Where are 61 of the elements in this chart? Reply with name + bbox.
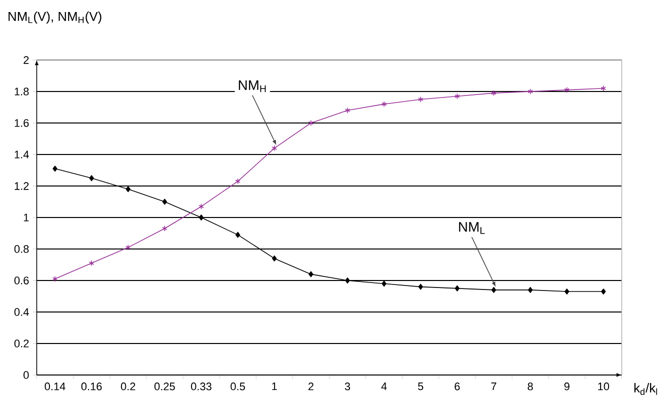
- y-tick-label: 2: [24, 56, 29, 64]
- x-tick-label: 10: [598, 382, 610, 390]
- y-tick-label: 1.6: [14, 119, 29, 127]
- point: [454, 285, 460, 292]
- point: [528, 286, 533, 293]
- point: [198, 203, 204, 210]
- point: [52, 166, 58, 172]
- x-tick-label: 3: [344, 382, 350, 390]
- y-tick-label: 1.8: [14, 88, 29, 96]
- x-tick-label: 8: [528, 382, 533, 390]
- point: [345, 278, 350, 284]
- point: [308, 120, 314, 126]
- x-tick-label: 0.2: [120, 382, 136, 390]
- point: [418, 96, 424, 102]
- annotation: NM$_{L}$: [459, 222, 485, 234]
- point: [418, 284, 423, 290]
- y-tick-label: 0: [24, 371, 29, 379]
- point: [454, 93, 460, 100]
- x-tick-label: 0.33: [191, 382, 212, 390]
- point: [528, 88, 533, 94]
- point: [89, 175, 94, 182]
- x-tick-label: 6: [454, 382, 460, 390]
- point: [308, 271, 314, 278]
- y-tick-label: 0.2: [14, 340, 29, 348]
- x-axis-title: k$_{d}$/k$_{l}$: [634, 383, 658, 395]
- point: [235, 232, 240, 238]
- x-tick-label: 0.16: [81, 382, 102, 390]
- point: [381, 101, 387, 108]
- point: [88, 260, 94, 266]
- point: [272, 145, 278, 152]
- y-tick-label: 0.8: [14, 245, 29, 253]
- y-axis-title: NM$_{L}$(V), NM$_{H}$(V): [8, 12, 102, 24]
- y-tick-label: 0.4: [14, 308, 29, 316]
- point: [564, 86, 570, 93]
- y-tick-label: 1.2: [14, 182, 29, 190]
- point: [198, 214, 204, 220]
- point: [162, 226, 168, 232]
- x-tick-label: 1: [272, 382, 277, 390]
- x-tick-label: 0.25: [154, 382, 175, 390]
- x-tick-label: 7: [491, 382, 496, 390]
- x-tick-label: 0.14: [44, 382, 66, 390]
- point: [344, 107, 350, 114]
- point: [601, 288, 606, 295]
- point: [272, 255, 277, 262]
- x-tick-label: 5: [418, 382, 424, 390]
- point: [491, 286, 496, 293]
- y-tick-label: 1.4: [14, 150, 29, 158]
- point: [126, 186, 130, 192]
- point: [235, 178, 240, 184]
- x-tick-label: 9: [564, 382, 570, 390]
- point: [564, 288, 570, 295]
- y-tick-label: 1: [24, 214, 29, 222]
- point: [162, 198, 168, 205]
- y-tick-label: 0.6: [14, 276, 29, 284]
- point: [382, 280, 386, 287]
- annotation: NM$_{H}$: [238, 80, 266, 92]
- x-tick-label: 0.5: [230, 382, 245, 390]
- point: [125, 244, 131, 250]
- point: [491, 90, 496, 96]
- x-tick-label: 2: [308, 382, 314, 390]
- x-tick-label: 4: [381, 382, 387, 390]
